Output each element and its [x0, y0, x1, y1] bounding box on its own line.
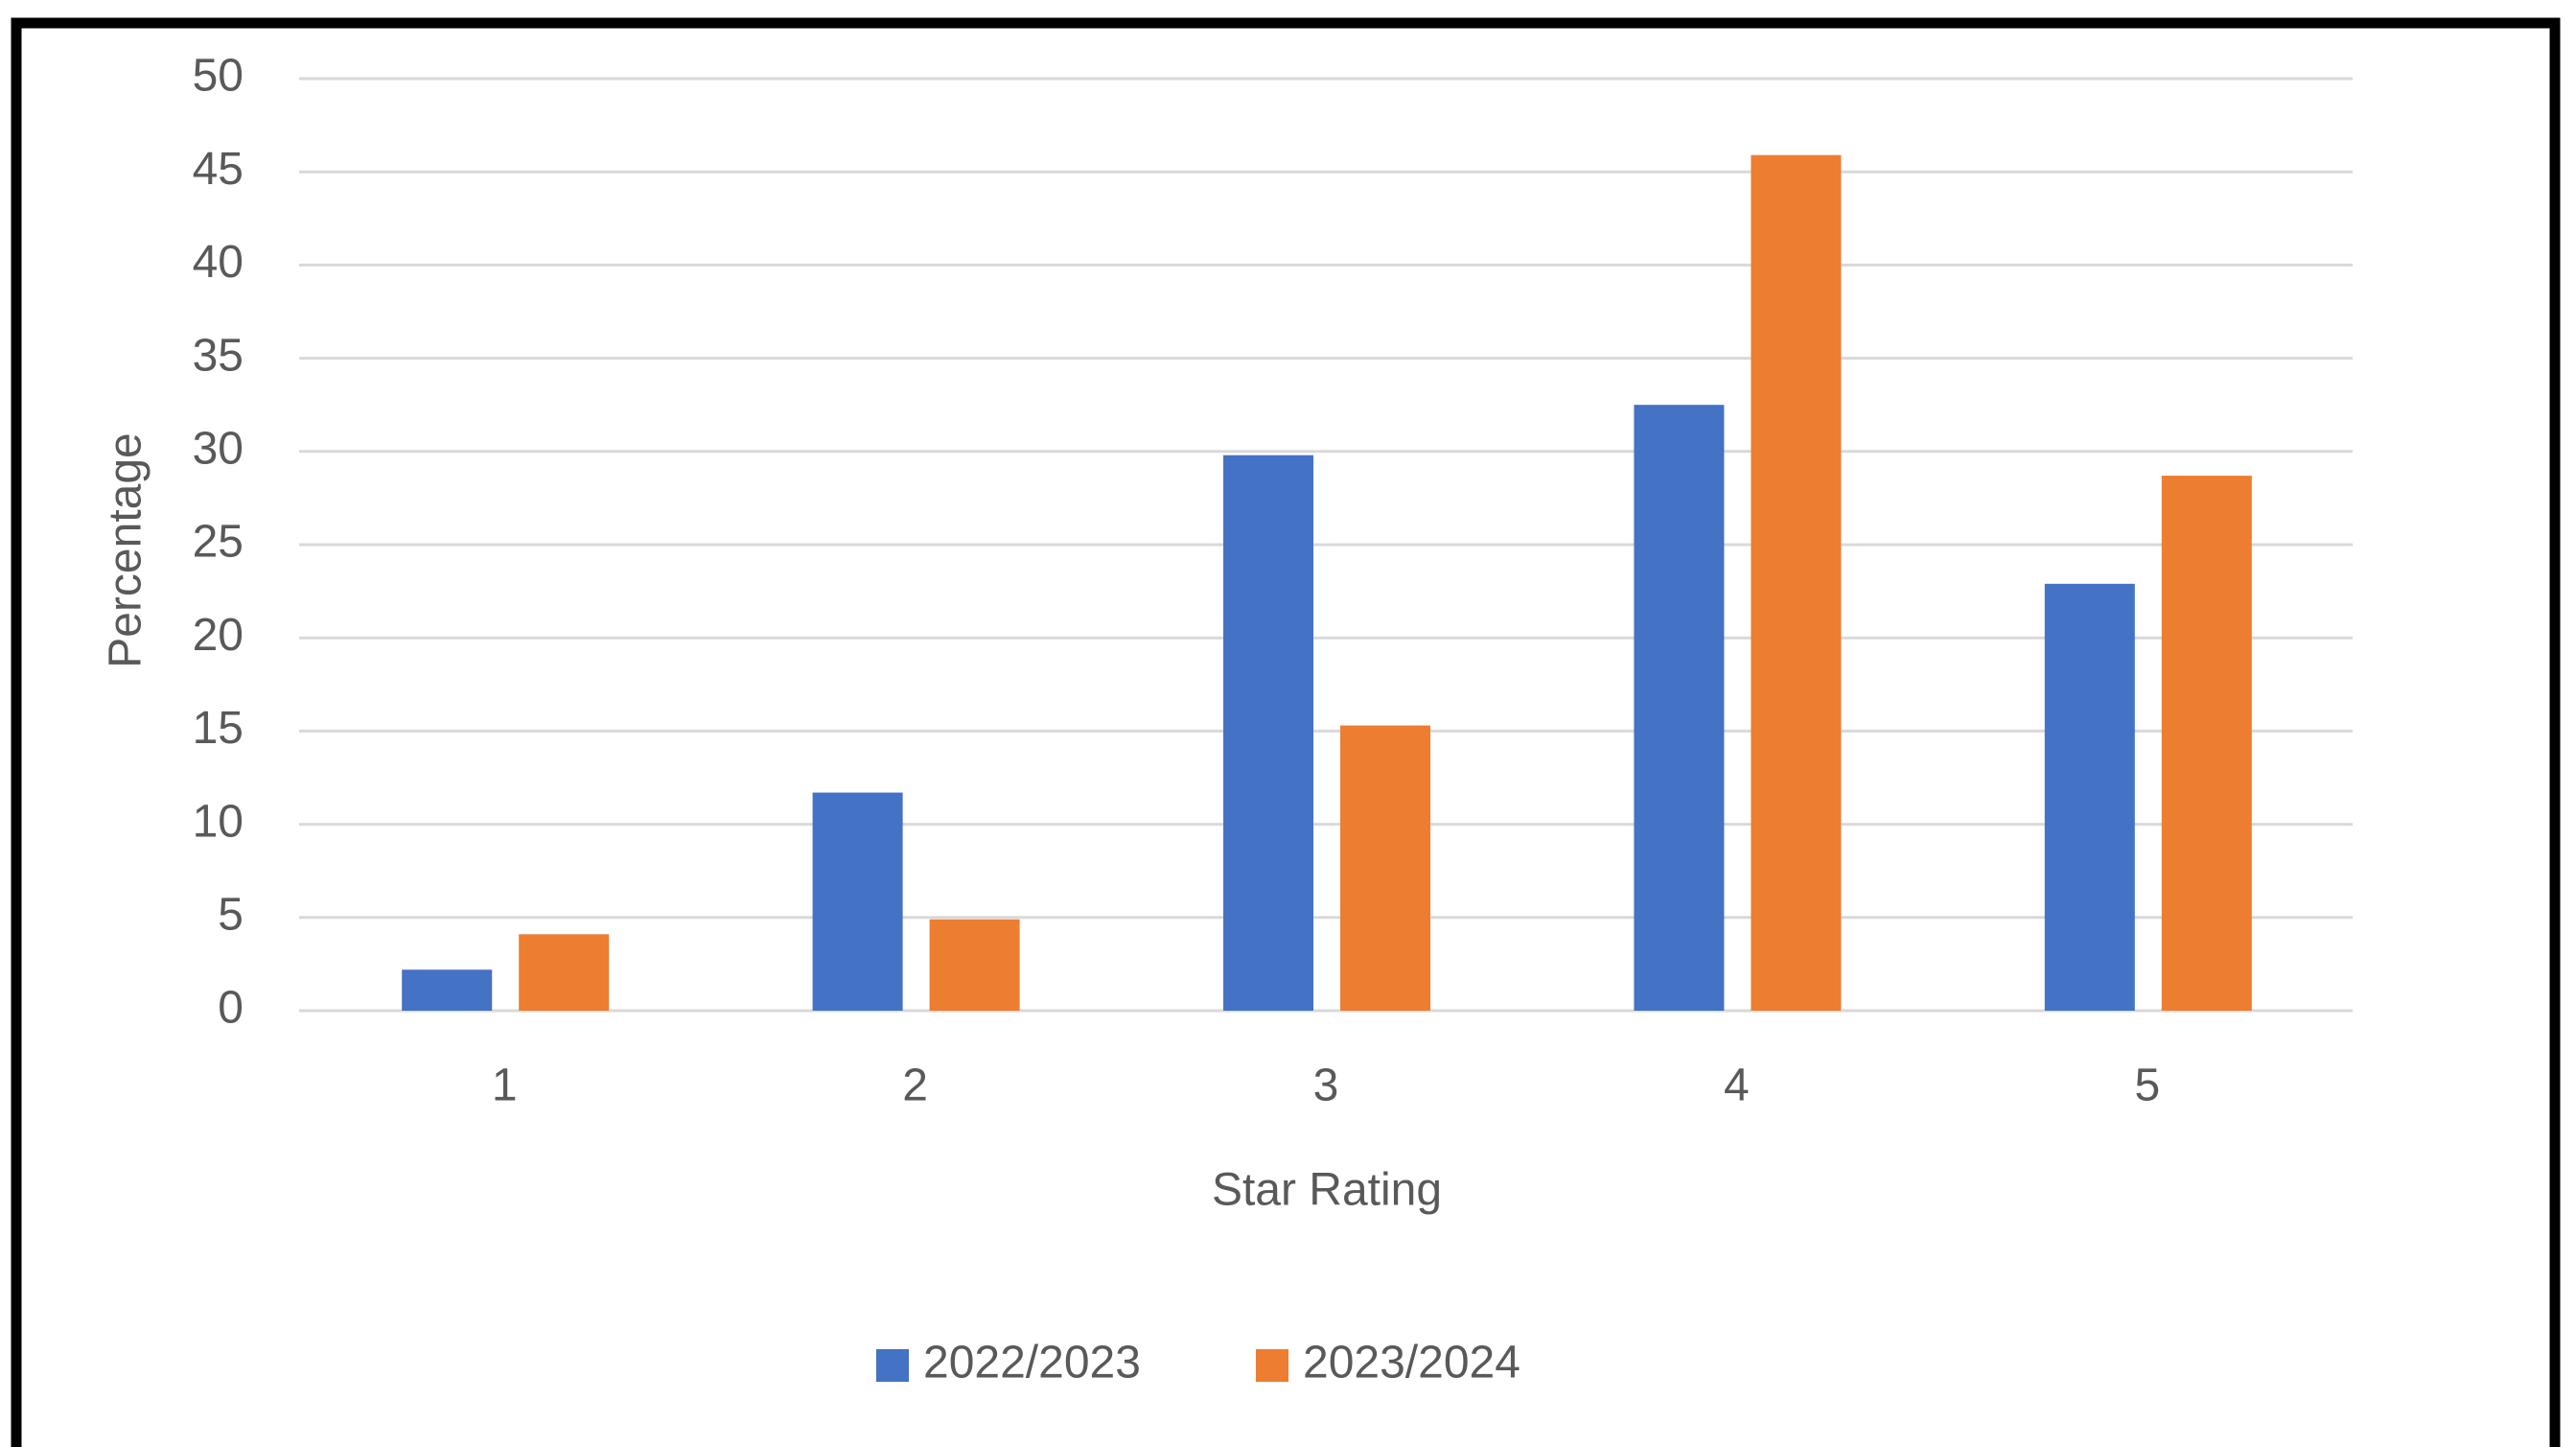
- y-tick-label: 20: [193, 610, 244, 661]
- x-tick-label: 1: [492, 1061, 518, 1111]
- y-tick-label: 5: [218, 889, 244, 940]
- legend-swatch: [1256, 1349, 1288, 1382]
- legend-label: 2023/2024: [1303, 1338, 1520, 1389]
- bar: [2044, 583, 2135, 1011]
- y-tick-label: 0: [218, 983, 244, 1034]
- bar: [2161, 476, 2252, 1011]
- y-tick-label: 45: [193, 144, 244, 195]
- y-tick-label: 30: [193, 423, 244, 474]
- legend-label: 2022/2023: [923, 1338, 1141, 1389]
- y-tick-label: 35: [193, 330, 244, 381]
- bar: [519, 934, 610, 1011]
- y-tick-label: 15: [193, 703, 244, 754]
- x-tick-label: 4: [1724, 1061, 1750, 1111]
- bar: [929, 919, 1020, 1011]
- y-tick-label: 10: [193, 796, 244, 847]
- bar: [1634, 405, 1725, 1011]
- x-tick-label: 5: [2134, 1061, 2160, 1111]
- y-tick-label: 25: [193, 517, 244, 568]
- y-tick-label: 40: [193, 237, 244, 288]
- bar: [1751, 154, 1842, 1012]
- bar: [1340, 725, 1430, 1011]
- y-axis-title: Percentage: [101, 432, 151, 668]
- x-axis-title: Star Rating: [1212, 1165, 1442, 1216]
- y-tick-label: 50: [193, 51, 244, 102]
- frame: [11, 17, 2561, 1447]
- bar: [812, 792, 903, 1011]
- bar: [1223, 455, 1313, 1011]
- legend-swatch: [876, 1349, 909, 1382]
- x-tick-label: 2: [902, 1061, 928, 1111]
- bar: [402, 969, 493, 1011]
- x-tick-label: 3: [1313, 1061, 1339, 1111]
